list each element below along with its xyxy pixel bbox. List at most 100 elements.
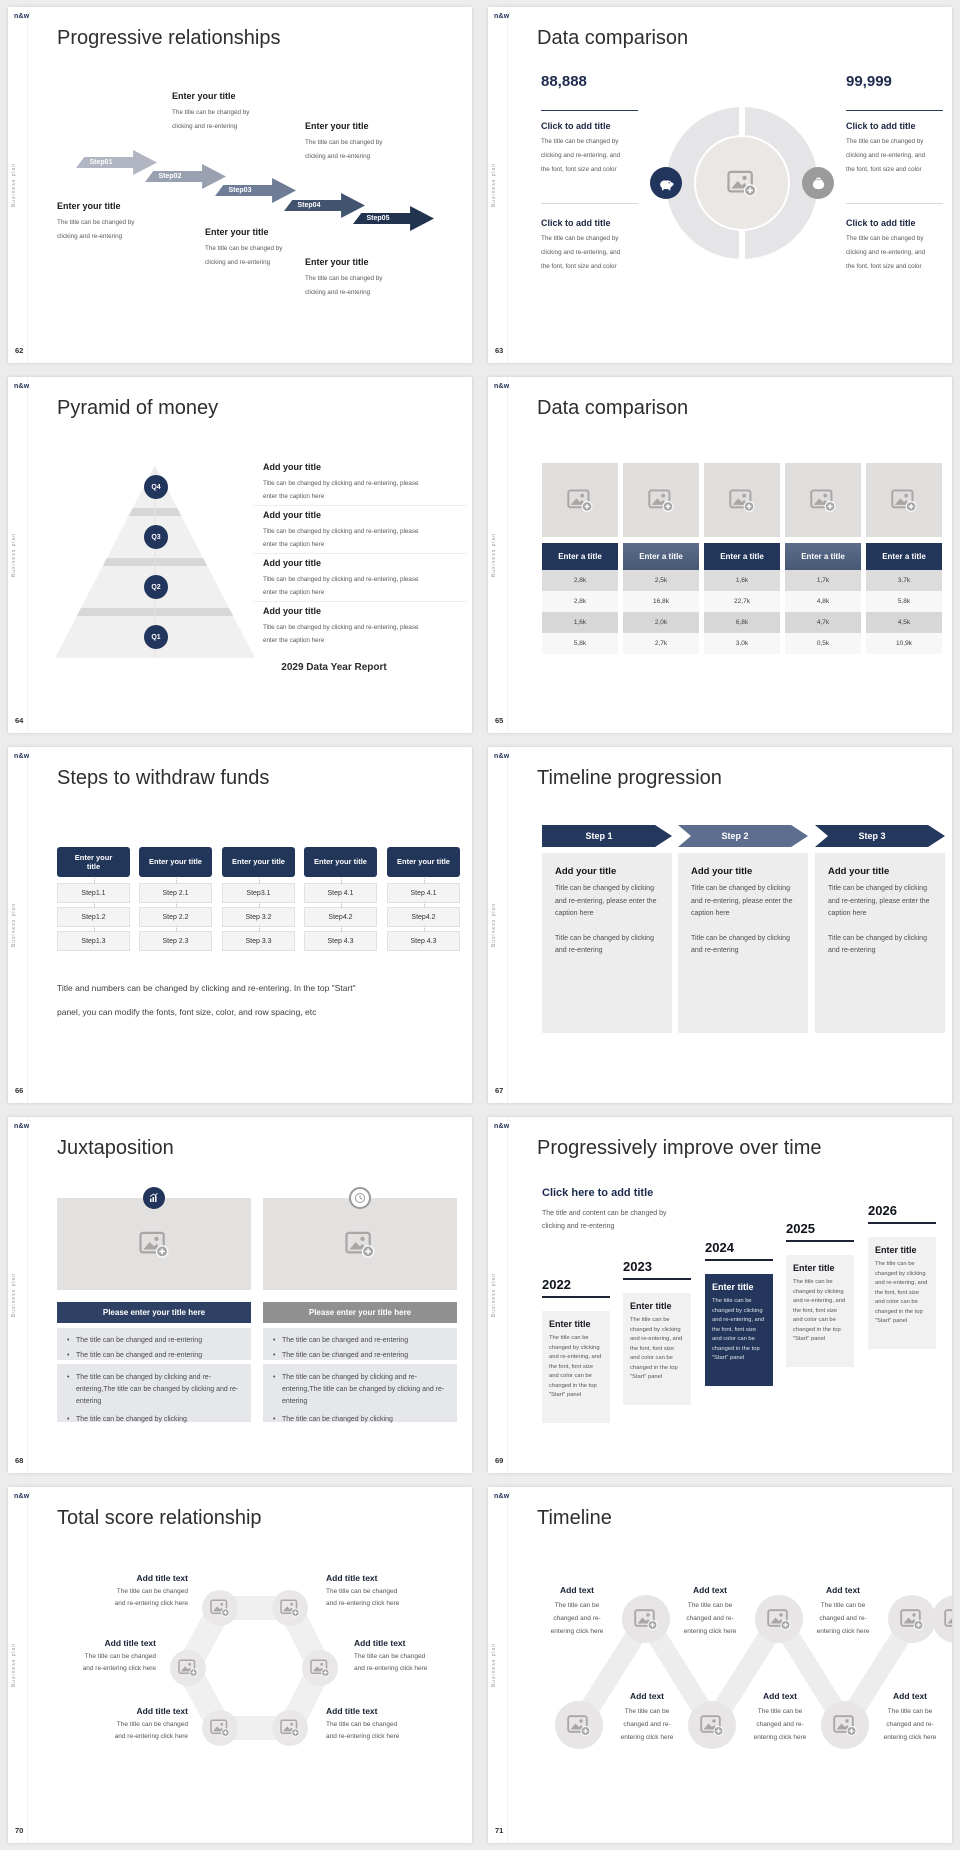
block-caption: The title can be [820, 1602, 866, 1609]
step-box: Step 4.1 [304, 878, 377, 903]
level-label: Q4 [151, 483, 161, 491]
year-panel: Enter title The title can be changed by … [786, 1255, 854, 1367]
text-block: Add title text The title can be changed … [41, 1638, 156, 1675]
bullet-item: The title can be changed by clicking [67, 1412, 241, 1427]
panel-caption: Title can be changed by clicking and re-… [828, 934, 927, 955]
pyramid-entry: Add your title Title can be changed by c… [263, 606, 468, 647]
slide-67[interactable]: n&w Business plan 67 Timeline progressio… [488, 747, 952, 1103]
sidebar-vertical-label: Business plan [11, 162, 17, 208]
column-header: Enter your title [139, 847, 212, 877]
slide-title: Timeline [537, 1507, 612, 1529]
panel-title: Enter title [549, 1319, 591, 1329]
slide-number: 71 [495, 1826, 504, 1835]
table-cell: 10,9k [866, 633, 942, 654]
step-label: Step 2 [721, 831, 749, 841]
table-header-row: Enter a title Enter a title Enter a titl… [542, 543, 942, 570]
block-title: Enter your title [172, 91, 236, 101]
step-label: Step03 [228, 187, 252, 194]
pyramid-level-badge: Q4 [144, 475, 168, 499]
image-placeholder [755, 1595, 803, 1643]
brand-logo: n&w [14, 13, 30, 20]
slide-64[interactable]: n&w Business plan 64 Pyramid of money Q4… [8, 377, 472, 733]
sidebar-vertical-label: Business plan [11, 902, 17, 948]
entry-caption: enter the caption here [263, 637, 325, 644]
slide-68[interactable]: n&w Business plan 68 Juxtaposition Pleas… [8, 1117, 472, 1473]
caption-line: clicking and re-entering, and [846, 152, 926, 159]
block-caption: entering click here [883, 1734, 937, 1741]
image-placeholder [866, 463, 942, 537]
image-placeholder [272, 1710, 308, 1746]
image-placeholder [57, 1198, 251, 1290]
item-title: Click to add title [846, 218, 916, 228]
text-block: Enter your title The title can be change… [305, 257, 382, 300]
image-placeholder-icon [729, 489, 755, 512]
item-title: Click to add title [541, 218, 611, 228]
text-block: Add text The title can be changed and re… [804, 1585, 882, 1638]
image-placeholder [785, 463, 861, 537]
divider [253, 505, 466, 506]
slide-title: Timeline progression [537, 767, 722, 789]
slide-title: Progressive relationships [57, 27, 281, 49]
item-title: Click to add title [541, 121, 611, 131]
slide-title: Steps to withdraw funds [57, 767, 270, 789]
item-caption: The title can be changed by clicking and… [846, 232, 925, 274]
slide-70[interactable]: n&w Business plan 70 Total score relatio… [8, 1487, 472, 1843]
slide-66[interactable]: n&w Business plan 66 Steps to withdraw f… [8, 747, 472, 1103]
image-placeholder-icon [280, 1599, 300, 1617]
caption-line: The title can be changed by [846, 235, 924, 242]
block-title: Add title text [136, 1573, 188, 1583]
money-bag-icon [811, 176, 826, 191]
block-caption: The title can be changed [84, 1653, 156, 1660]
panel-title: Add your title [691, 866, 753, 877]
step-label: Step 3 [858, 831, 886, 841]
section-heading: Click here to add title [542, 1187, 654, 1199]
image-placeholder-icon [833, 1715, 857, 1736]
block-caption: and re-entering click here [326, 1733, 400, 1740]
divider [541, 203, 638, 204]
table-header-cell: Enter a title [866, 543, 942, 570]
table-cell: 4,7k [785, 612, 861, 633]
table-header-cell: Enter a title [704, 543, 780, 570]
block-caption: and re-entering click here [354, 1665, 428, 1672]
slide-63[interactable]: n&w Business plan 63 Data comparison 88,… [488, 7, 952, 363]
column-header: Enter your title [304, 847, 377, 877]
table-cell: 2,8k [542, 570, 618, 591]
step-box: Step 3.3 [222, 926, 295, 951]
text-block: Enter your title The title can be change… [205, 227, 282, 270]
text-block: Add text The title can be changed and re… [741, 1691, 819, 1744]
image-placeholder [688, 1701, 736, 1749]
step-label: Step05 [366, 215, 390, 222]
sidebar-vertical-label: Business plan [491, 1272, 497, 1318]
sidebar-vertical-label: Business plan [11, 532, 17, 578]
sidebar-vertical-label: Business plan [491, 532, 497, 578]
panel-caption: The title can be changed by clicking and… [712, 1298, 765, 1362]
year-label: 2022 [542, 1277, 610, 1298]
caption-line: The title can be changed by [541, 138, 619, 145]
block-caption: The title can be [887, 1708, 933, 1715]
entry-title: Add your title [263, 462, 321, 472]
slide-65[interactable]: n&w Business plan 65 Data comparison Ent… [488, 377, 952, 733]
panel-title: Enter title [793, 1263, 835, 1273]
year-panel: Enter title The title can be changed by … [542, 1311, 610, 1423]
process-step-arrow: Step04 [284, 193, 365, 218]
slide-69[interactable]: n&w Business plan 69 Progressively impro… [488, 1117, 952, 1473]
table-cell: 4,8k [785, 591, 861, 612]
block-caption: The title can be changed [326, 1721, 398, 1728]
image-placeholder [170, 1650, 206, 1686]
pyramid-entry: Add your title Title can be changed by c… [263, 510, 468, 551]
badge-left [143, 1187, 165, 1209]
column-header: Enter your title [222, 847, 295, 877]
image-placeholder-icon [178, 1659, 198, 1677]
slide-71[interactable]: n&w Business plan 71 Timeline Add text T… [488, 1487, 952, 1843]
block-caption: clicking and re-entering [305, 153, 371, 160]
sidebar-vertical-label: Business plan [11, 1642, 17, 1688]
caption-line: clicking and re-entering, and [541, 249, 621, 256]
slide-62[interactable]: n&w Business plan 62 Progressive relatio… [8, 7, 472, 363]
image-placeholder-icon [139, 1231, 169, 1258]
image-placeholder-icon [700, 1715, 724, 1736]
table-cell: 3,7k [866, 570, 942, 591]
caption-line: the font, font size and color [846, 263, 922, 270]
panel-title: Enter title [630, 1301, 672, 1311]
table-cell: 6,8k [704, 612, 780, 633]
